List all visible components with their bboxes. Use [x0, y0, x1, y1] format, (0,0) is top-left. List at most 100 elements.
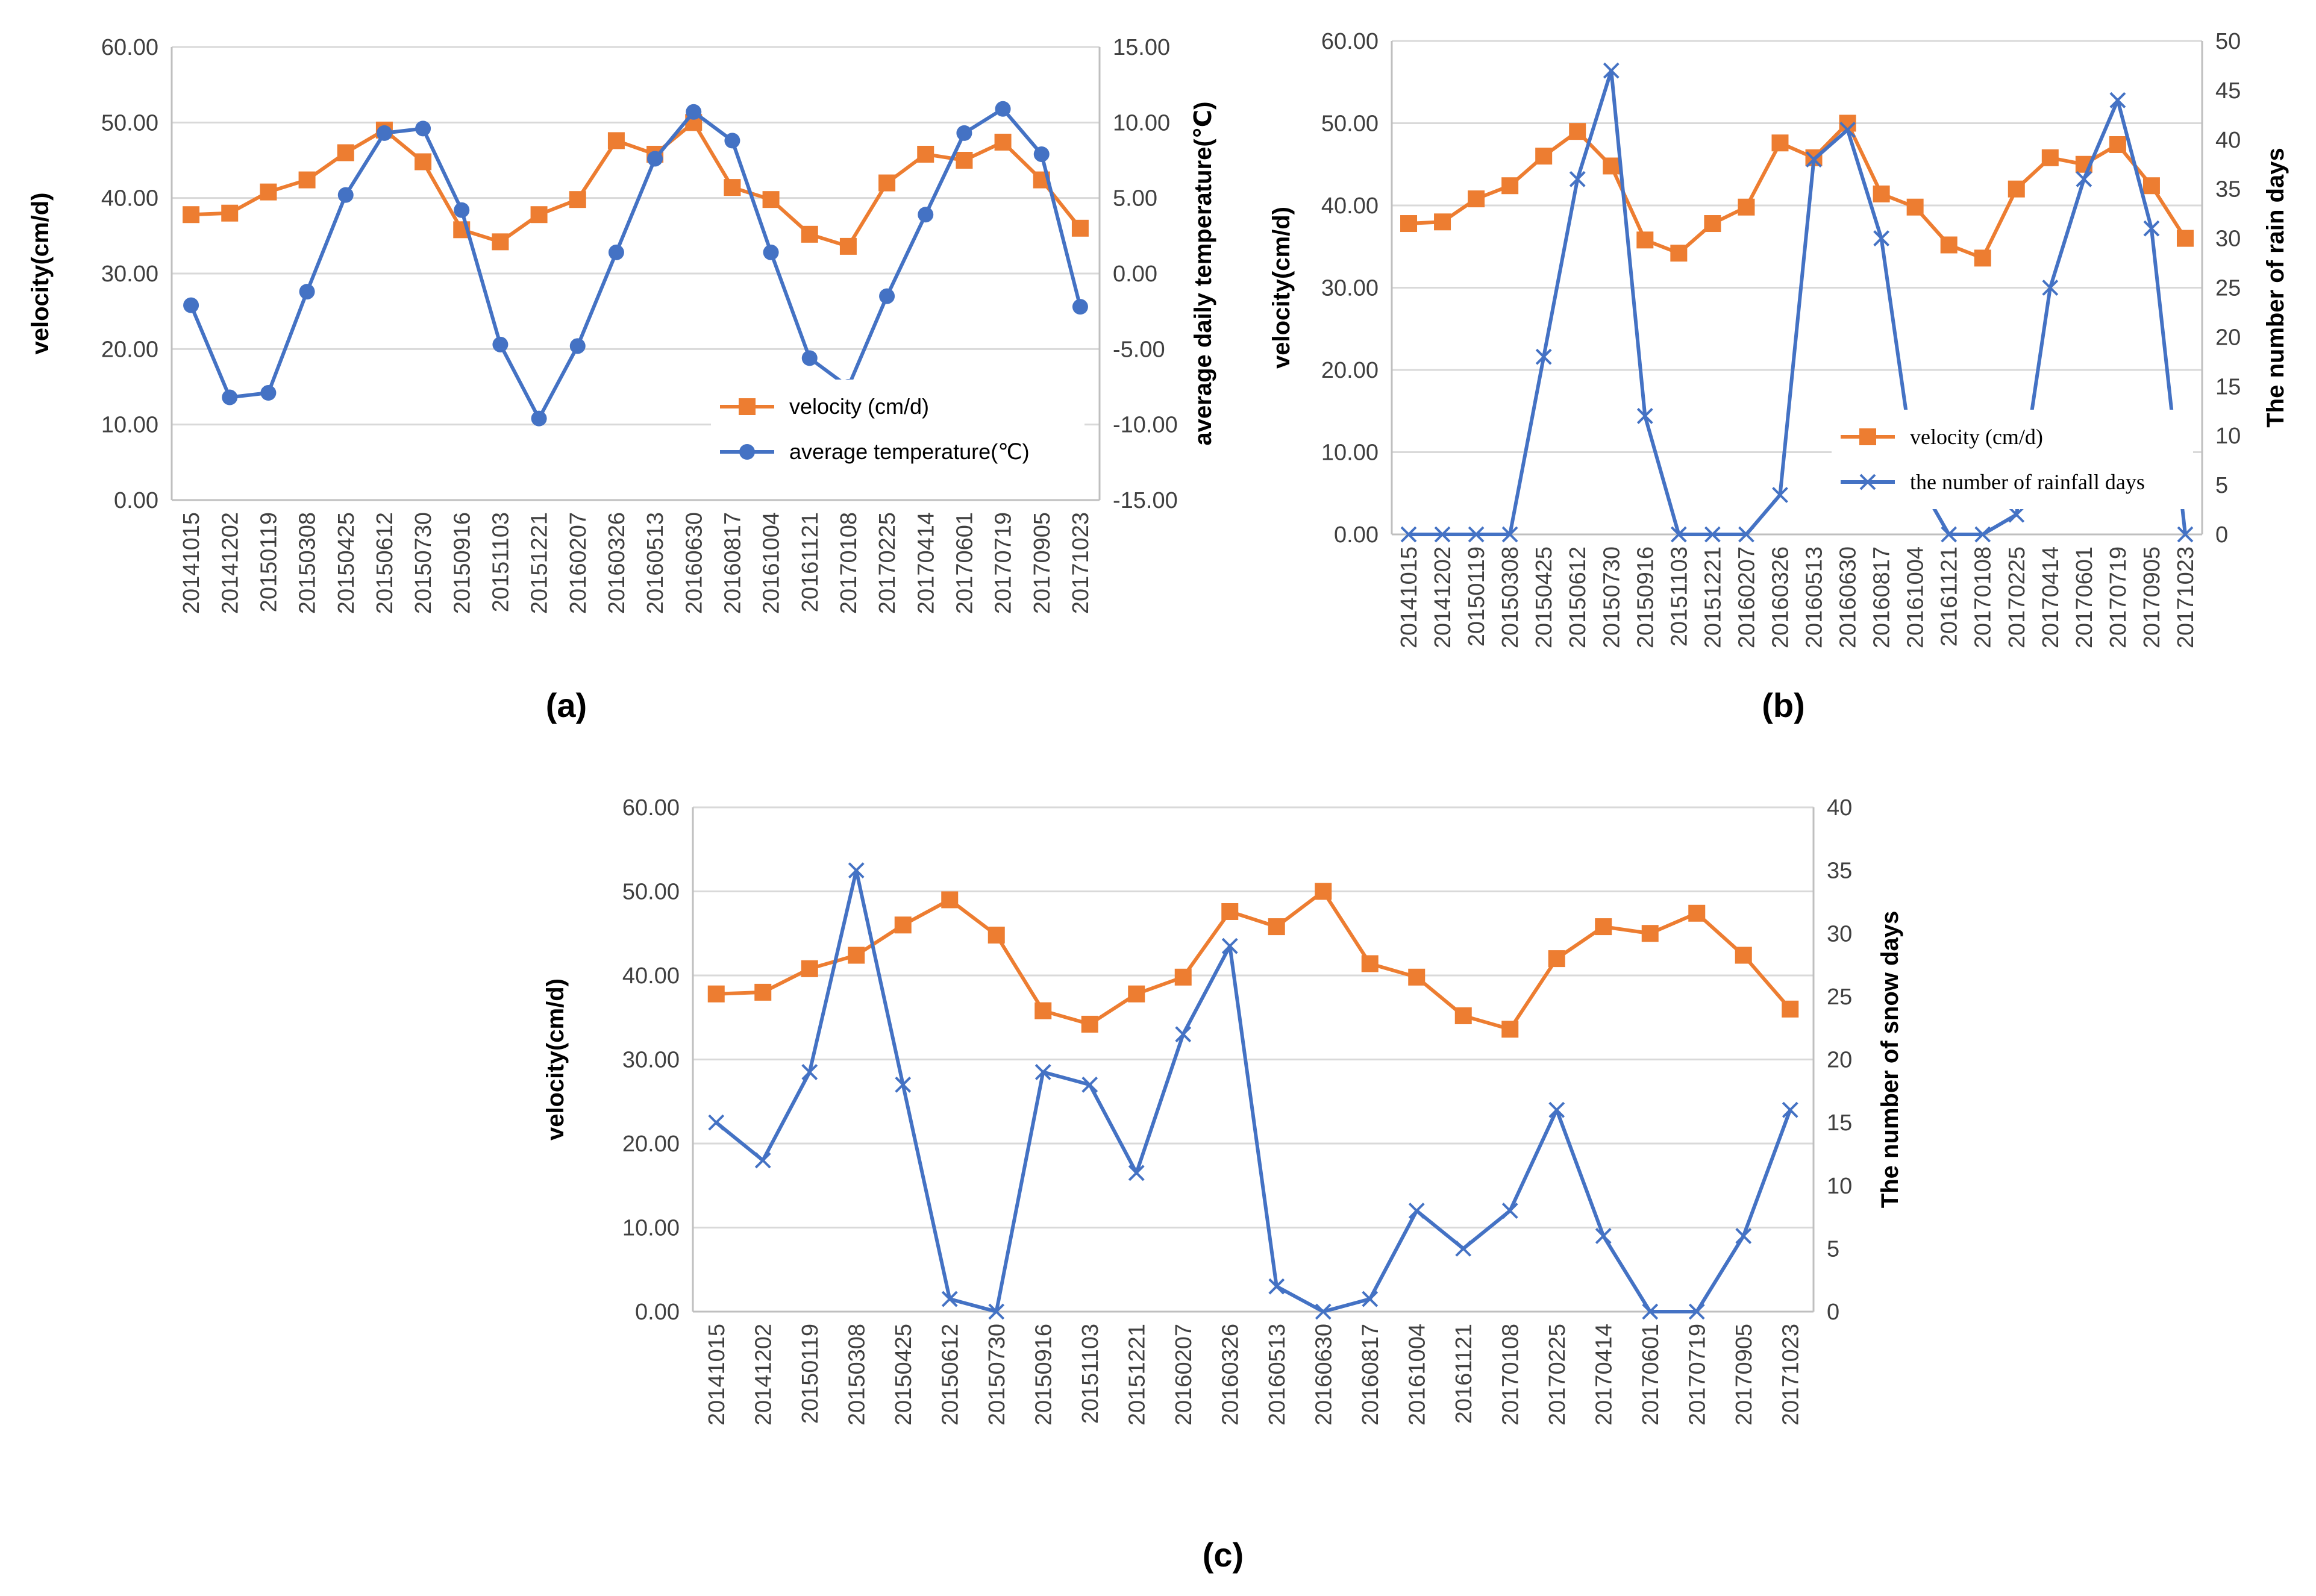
x-tick-label: 20170108: [836, 512, 862, 614]
velocity-point: [1771, 134, 1789, 152]
velocity-point: [801, 960, 818, 977]
velocity-point: [1782, 1000, 1799, 1018]
velocity-point: [1974, 249, 1991, 267]
secondary-point: [454, 202, 470, 218]
panel-label: (b): [1762, 686, 1805, 724]
y-right-axis-title: average daily temperature(℃): [1190, 102, 1216, 446]
velocity-point: [987, 927, 1005, 944]
secondary-point: [337, 187, 354, 203]
secondary-point: [2076, 171, 2092, 187]
y-right-tick-label: 35: [2215, 177, 2241, 202]
secondary-point: [1806, 151, 1822, 167]
secondary-point: [2177, 526, 2194, 543]
secondary-line: [715, 868, 1792, 1313]
x-tick-label: 20160817: [1358, 1324, 1383, 1425]
secondary-point: [941, 1291, 958, 1307]
velocity-point: [754, 983, 772, 1001]
x-tick-label: 20151221: [1700, 546, 1726, 648]
secondary-point: [260, 385, 277, 401]
x-tick-label: 20160630: [681, 512, 707, 614]
legend-swatch-marker: [1859, 428, 1876, 445]
legend: velocity (cm/d) the number of rainfall da…: [1832, 410, 2193, 509]
x-tick-label: 20150612: [372, 512, 398, 614]
series-secondary: [183, 101, 1088, 427]
x-tick-label: 20141015: [704, 1324, 730, 1425]
y-right-tick-label: 5.00: [1113, 186, 1157, 211]
secondary-point: [2042, 280, 2059, 296]
velocity-point: [1738, 198, 1755, 216]
y-right-tick-label: 50: [2215, 29, 2241, 54]
secondary-point: [492, 336, 509, 352]
y-left-tick-label: 50.00: [101, 110, 158, 136]
x-tick-label: 20141202: [751, 1324, 776, 1425]
secondary-point: [1434, 526, 1451, 543]
velocity-point: [492, 233, 509, 251]
x-tick-label: 20160207: [566, 512, 591, 614]
velocity-point: [1704, 215, 1721, 233]
velocity-line: [1408, 121, 2187, 260]
y-right-tick-label: 0.00: [1113, 261, 1157, 287]
x-tick-label: 20141015: [1397, 546, 1422, 648]
velocity-point: [337, 144, 354, 161]
x-tick-label: 20161004: [1903, 546, 1929, 648]
secondary-point: [1455, 1240, 1472, 1257]
x-tick-label: 20171023: [1778, 1324, 1803, 1425]
velocity-point: [1454, 1007, 1472, 1024]
velocity-point: [1603, 157, 1620, 175]
x-tick-label: 20141015: [179, 512, 204, 614]
x-tick-label: 20170225: [875, 512, 900, 614]
x-tick-label: 20150119: [1464, 546, 1489, 646]
x-tick-label: 20160513: [1802, 546, 1827, 648]
secondary-point: [956, 125, 972, 141]
secondary-point: [763, 244, 779, 260]
secondary-point: [1128, 1165, 1145, 1181]
x-tick-label: 20160326: [1218, 1324, 1243, 1425]
x-tick-label: 20170719: [1685, 1324, 1710, 1425]
x-tick-label: 20170225: [1545, 1324, 1570, 1425]
velocity-point: [2142, 177, 2160, 195]
x-tick-label: 20150425: [334, 512, 359, 614]
x-tick-label: 20160513: [1265, 1324, 1290, 1425]
x-tick-label: 20170108: [1498, 1324, 1523, 1425]
secondary-point: [1535, 348, 1552, 365]
x-tick-label: 20160817: [1870, 546, 1895, 648]
y-right-tick-label: 40: [1827, 795, 1852, 821]
legend-swatch-marker: [739, 444, 755, 460]
secondary-point: [1501, 526, 1518, 543]
velocity-point: [1688, 904, 1706, 922]
velocity-point: [1081, 1015, 1098, 1033]
velocity-point: [607, 132, 625, 149]
velocity-point: [762, 191, 780, 208]
secondary-point: [918, 207, 934, 223]
secondary-point: [376, 125, 392, 141]
x-tick-label: 20171023: [2173, 546, 2199, 648]
y-left-tick-label: 40.00: [622, 963, 680, 989]
velocity-point: [1636, 231, 1654, 249]
secondary-point: [569, 338, 586, 354]
panel-label: (c): [1203, 1536, 1244, 1574]
secondary-point: [1501, 1203, 1518, 1219]
x-tick-label: 20150425: [1532, 546, 1557, 648]
velocity-point: [994, 133, 1012, 151]
x-tick-label: 20170719: [991, 512, 1016, 614]
x-tick-label: 20150916: [1031, 1324, 1056, 1425]
chart-panel-c: 0.00 10.00 20.00 30.00 40.00 50.00 60.00 0 5 10 15…: [542, 795, 1903, 1574]
velocity-point: [298, 171, 316, 189]
velocity-point: [1906, 198, 1924, 216]
y-left-tick-label: 10.00: [101, 413, 158, 438]
x-tick-label: 20170225: [2005, 546, 2030, 648]
y-right-tick-label: 25: [2215, 276, 2241, 301]
x-tick-label: 20150119: [798, 1324, 823, 1424]
y-right-tick-label: 25: [1827, 984, 1852, 1010]
secondary-point: [879, 288, 895, 304]
velocity-point: [530, 206, 548, 224]
x-tick-label: 20150119: [256, 512, 281, 612]
velocity-point: [1641, 925, 1659, 942]
velocity-point: [1434, 213, 1451, 231]
legend-swatch-marker: [739, 398, 756, 415]
secondary-point: [1603, 62, 1620, 79]
secondary-point: [2143, 220, 2160, 237]
secondary-point: [222, 389, 238, 405]
x-tick-label: 20160630: [1836, 546, 1861, 648]
velocity-point: [1315, 883, 1332, 900]
